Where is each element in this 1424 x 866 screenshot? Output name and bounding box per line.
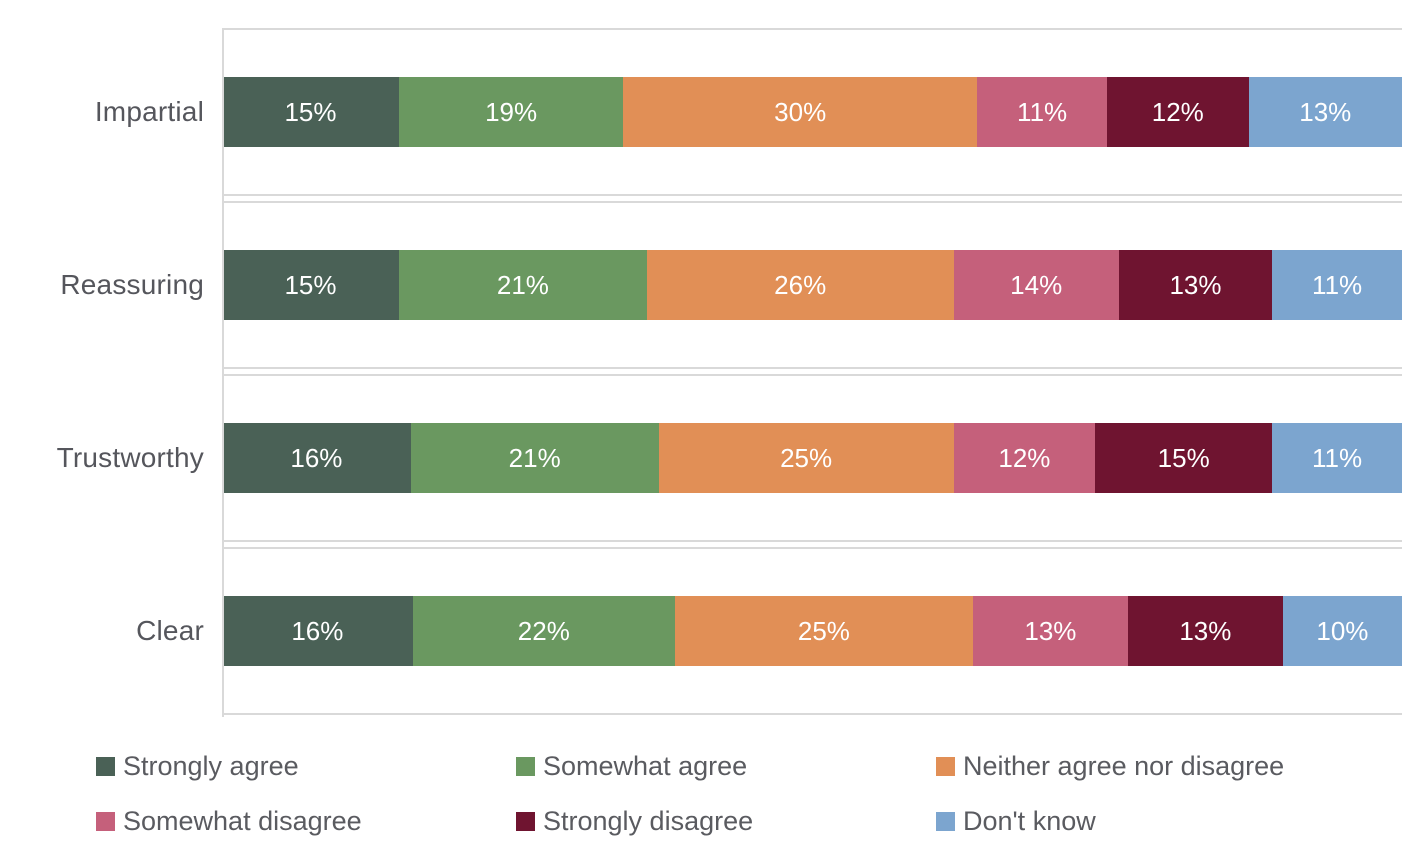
category-label: Clear [136, 615, 204, 646]
stacked-bar: 16% 22% 25% 13% 13% 10% [222, 596, 1402, 666]
bar-segment: 15% [1095, 423, 1273, 493]
category-band: 16% 22% 25% 13% 13% 10% [222, 547, 1402, 715]
bar-segment-value: 21% [496, 269, 549, 300]
legend-label: Strongly agree [123, 751, 299, 781]
legend-swatch-icon [516, 757, 535, 776]
bar-segment-value: 12% [998, 442, 1051, 473]
legend-item-strongly-agree: Strongly agree [96, 751, 516, 782]
bar-segment-value: 11% [1312, 442, 1363, 473]
bar-segment-value: 13% [1299, 96, 1352, 127]
legend-item-neither-agree-nor-disagree: Neither agree nor disagree [936, 751, 1356, 782]
legend-swatch-icon [936, 812, 955, 831]
bar-segment-value: 15% [284, 269, 337, 300]
legend-label: Somewhat agree [543, 751, 748, 781]
bar-segment: 19% [399, 77, 624, 147]
legend-label: Somewhat disagree [123, 806, 362, 836]
chart-row: Impartial 15% 19% 30% 11% 12% 13% [0, 28, 1424, 196]
chart-legend: Strongly agree Somewhat agree Neither agre… [0, 751, 1424, 837]
bar-segment-value: 10% [1316, 615, 1369, 646]
bar-segment: 11% [977, 77, 1107, 147]
legend-label: Neither agree nor disagree [963, 751, 1285, 781]
stacked-bar: 15% 21% 26% 14% 13% 11% [222, 250, 1402, 320]
bar-segment: 21% [410, 423, 659, 493]
legend-label: Don't know [963, 806, 1096, 836]
bar-segment-value: 21% [508, 442, 561, 473]
bar-segment: 13% [1118, 250, 1273, 320]
bar-segment: 16% [222, 423, 411, 493]
bar-segment-value: 25% [797, 615, 850, 646]
bar-segment-value: 12% [1151, 96, 1204, 127]
chart-row: Clear 16% 22% 25% 13% 13% 10% [0, 547, 1424, 715]
chart-row: Trustworthy 16% 21% 25% 12% 15% 11% [0, 374, 1424, 542]
bar-segment: 25% [658, 423, 954, 493]
legend-swatch-icon [96, 757, 115, 776]
legend-swatch-icon [936, 757, 955, 776]
bar-segment: 15% [222, 77, 399, 147]
bar-segment: 30% [623, 77, 978, 147]
bar-segment: 16% [222, 596, 413, 666]
bar-segment-value: 16% [291, 615, 344, 646]
category-axis-line [222, 28, 224, 717]
bar-segment: 13% [1127, 596, 1283, 666]
bar-segment: 25% [674, 596, 973, 666]
bar-segment: 10% [1282, 596, 1402, 666]
chart-plot-area: Impartial 15% 19% 30% 11% 12% 13% Reassuring 15%… [0, 28, 1424, 715]
bar-segment-value: 26% [774, 269, 827, 300]
bar-segment: 21% [399, 250, 647, 320]
category-band: 15% 21% 26% 14% 13% 11% [222, 201, 1402, 369]
bar-segment: 13% [972, 596, 1128, 666]
bar-segment: 14% [953, 250, 1119, 320]
bar-segment-value: 19% [485, 96, 538, 127]
category-band: 16% 21% 25% 12% 15% 11% [222, 374, 1402, 542]
category-label: Impartial [94, 96, 204, 127]
bar-segment-value: 15% [284, 96, 337, 127]
stacked-bar: 15% 19% 30% 11% 12% 13% [222, 77, 1402, 147]
legend-swatch-icon [516, 812, 535, 831]
chart-row: Reassuring 15% 21% 26% 14% 13% 11% [0, 201, 1424, 369]
bar-segment-value: 13% [1179, 615, 1232, 646]
legend-item-don-t-know: Don't know [936, 806, 1356, 837]
legend-item-somewhat-disagree: Somewhat disagree [96, 806, 516, 837]
bar-segment-value: 22% [517, 615, 570, 646]
legend-swatch-icon [96, 812, 115, 831]
bar-segment-value: 15% [1157, 442, 1210, 473]
bar-segment-value: 13% [1024, 615, 1077, 646]
bar-segment-value: 11% [1312, 269, 1363, 300]
bar-segment-value: 16% [290, 442, 343, 473]
bar-segment: 15% [222, 250, 399, 320]
bar-segment-value: 11% [1017, 96, 1068, 127]
category-label: Trustworthy [56, 442, 204, 473]
legend-item-strongly-disagree: Strongly disagree [516, 806, 936, 837]
stacked-bar-chart: Impartial 15% 19% 30% 11% 12% 13% Reassuring 15%… [0, 28, 1424, 717]
category-band: 15% 19% 30% 11% 12% 13% [222, 28, 1402, 196]
bar-segment-value: 30% [774, 96, 827, 127]
bar-segment-value: 13% [1169, 269, 1222, 300]
bar-segment: 11% [1272, 423, 1402, 493]
category-label: Reassuring [60, 269, 204, 300]
legend-label: Strongly disagree [543, 806, 754, 836]
bar-segment-value: 25% [780, 442, 833, 473]
bar-segment: 22% [412, 596, 675, 666]
bar-segment: 11% [1272, 250, 1402, 320]
bar-segment: 12% [1107, 77, 1249, 147]
legend-item-somewhat-agree: Somewhat agree [516, 751, 936, 782]
stacked-bar: 16% 21% 25% 12% 15% 11% [222, 423, 1402, 493]
bar-segment: 13% [1248, 77, 1402, 147]
bar-segment: 26% [646, 250, 954, 320]
bar-segment: 12% [953, 423, 1096, 493]
bar-segment-value: 14% [1010, 269, 1063, 300]
